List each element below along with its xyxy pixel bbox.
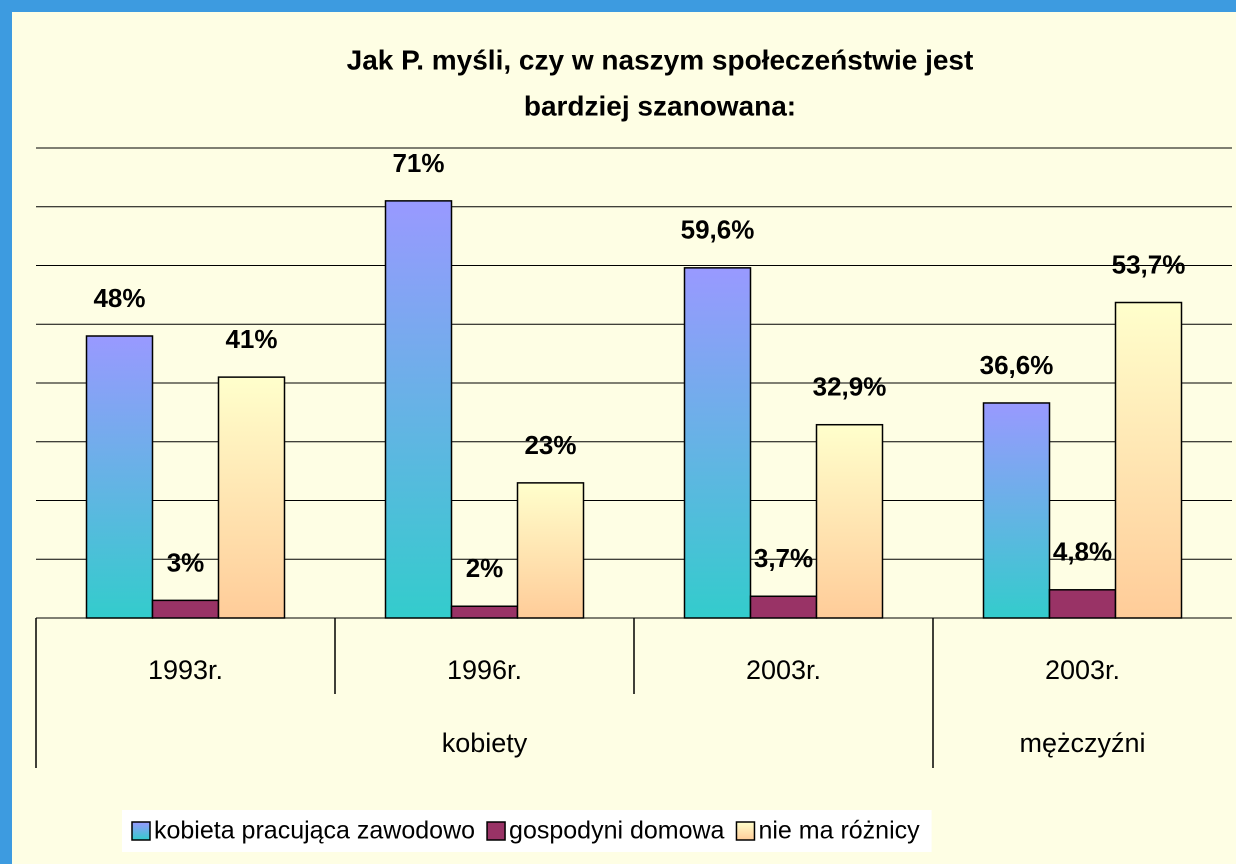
chart-title: Jak P. myśli, czy w naszym społeczeństwi… bbox=[347, 44, 974, 75]
legend-swatch bbox=[486, 821, 506, 841]
x-tick-label: 1993r. bbox=[148, 655, 223, 685]
data-label: 23% bbox=[524, 430, 576, 460]
bar bbox=[516, 482, 585, 619]
legend-label: gospodyni domowa bbox=[509, 817, 725, 845]
group-label: mężczyźni bbox=[1019, 728, 1145, 758]
bar bbox=[217, 376, 286, 619]
data-label: 41% bbox=[225, 324, 277, 354]
x-tick-label: 2003r. bbox=[1045, 655, 1120, 685]
data-label: 3% bbox=[167, 547, 205, 577]
data-label: 48% bbox=[93, 283, 145, 313]
data-label: 2% bbox=[466, 553, 504, 583]
legend-label: nie ma różnicy bbox=[758, 817, 920, 845]
data-label: 71% bbox=[392, 148, 444, 178]
bar bbox=[749, 595, 818, 619]
bar bbox=[450, 605, 519, 619]
x-tick-label: 1996r. bbox=[447, 655, 522, 685]
group-label: kobiety bbox=[442, 728, 528, 758]
data-label: 32,9% bbox=[813, 372, 887, 402]
bar bbox=[982, 402, 1051, 619]
bar bbox=[815, 423, 884, 619]
bar bbox=[683, 267, 752, 619]
bar bbox=[1114, 301, 1183, 619]
bar bbox=[1048, 589, 1117, 619]
x-tick-label: 2003r. bbox=[746, 655, 821, 685]
legend-swatch bbox=[735, 821, 756, 841]
data-label: 36,6% bbox=[980, 350, 1054, 380]
legend-label: kobieta pracująca zawodowo bbox=[154, 817, 475, 845]
bar bbox=[384, 200, 453, 619]
bar bbox=[151, 599, 220, 619]
data-label: 4,8% bbox=[1053, 537, 1112, 567]
bar bbox=[85, 335, 154, 619]
legend bbox=[122, 810, 932, 852]
data-label: 59,6% bbox=[681, 215, 755, 245]
data-label: 3,7% bbox=[754, 543, 813, 573]
legend-swatch bbox=[131, 821, 151, 841]
chart-title: bardziej szanowana: bbox=[524, 90, 796, 121]
data-label: 53,7% bbox=[1112, 249, 1186, 279]
